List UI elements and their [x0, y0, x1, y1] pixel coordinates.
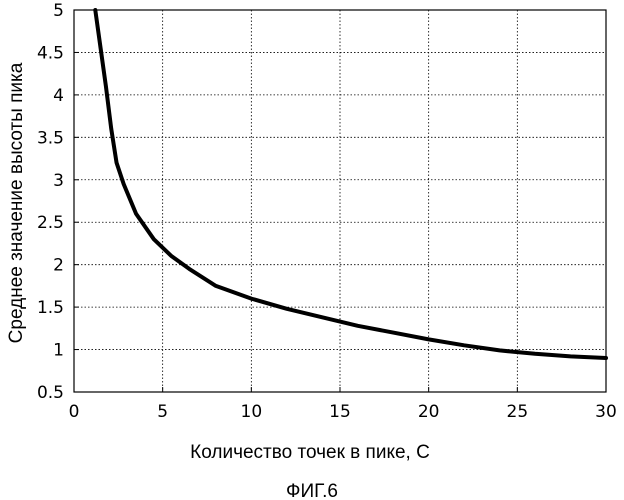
y-tick-label: 5 — [53, 1, 64, 21]
y-tick-label: 2 — [53, 256, 64, 276]
data-series — [95, 10, 606, 358]
x-tick-label: 30 — [595, 402, 617, 422]
y-tick-label: 2.5 — [37, 213, 64, 233]
x-axis-title: Количество точек в пике, С — [190, 442, 430, 463]
y-axis-title: Среднее значение высоты пика — [6, 62, 27, 343]
y-tick-label: 4.5 — [37, 43, 64, 63]
x-tick-label: 10 — [241, 402, 263, 422]
y-tick-label: 3 — [53, 171, 64, 191]
y-tick-label: 3.5 — [37, 128, 64, 148]
x-tick-label: 0 — [69, 402, 80, 422]
x-tick-label: 5 — [157, 402, 168, 422]
x-tick-label: 25 — [507, 402, 529, 422]
x-tick-label: 15 — [329, 402, 351, 422]
series-line — [95, 10, 606, 358]
y-tick-label: 4 — [53, 86, 64, 106]
y-tick-label: 1 — [53, 341, 64, 361]
figure-caption: ФИГ.6 — [286, 481, 338, 500]
x-tick-label: 20 — [418, 402, 440, 422]
gridlines — [74, 10, 606, 392]
y-tick-label: 1.5 — [37, 298, 64, 318]
axis-ticks: 0 5 10 15 20 25 30 0.5 1 1.5 2 2.5 3 3.5 4 4.5 5 — [37, 1, 617, 422]
y-tick-label: 0.5 — [37, 383, 64, 403]
